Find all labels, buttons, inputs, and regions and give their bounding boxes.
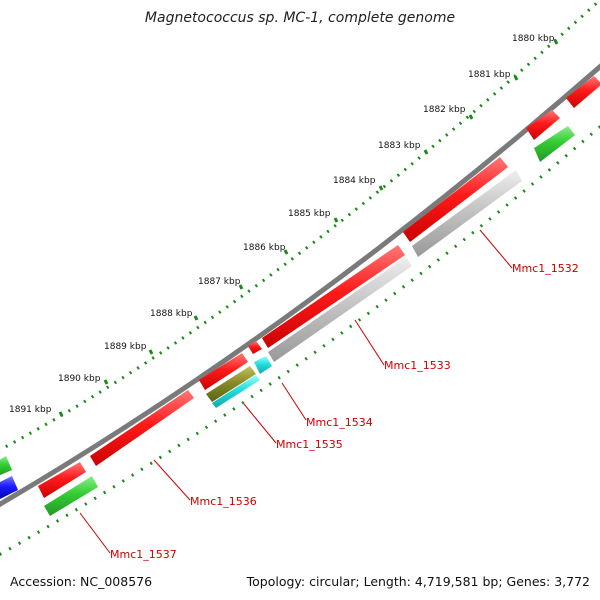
tick-label: 1883 kbp — [378, 141, 421, 151]
tick-label: 1882 kbp — [423, 105, 466, 115]
gene-feature[interactable] — [206, 366, 256, 402]
outer-scale-arc — [0, 0, 600, 452]
gene-feature[interactable] — [254, 356, 272, 374]
gene-feature[interactable] — [212, 375, 260, 408]
accession-text: Accession: NC_008576 — [10, 574, 153, 589]
gene-feature[interactable] — [199, 353, 248, 390]
gene-feature[interactable] — [262, 245, 405, 348]
gene-feature[interactable] — [38, 462, 86, 498]
tick-label: 1881 kbp — [468, 70, 511, 80]
tick-label: 1888 kbp — [150, 309, 193, 319]
tick-label: 1886 kbp — [243, 243, 286, 253]
gene-label-mmc1-1534[interactable]: Mmc1_1534 — [306, 416, 373, 429]
tick-label: 1880 kbp — [512, 34, 555, 44]
gene-feature[interactable] — [268, 257, 412, 362]
gene-feature[interactable] — [90, 390, 194, 466]
gene-feature[interactable] — [0, 476, 18, 500]
gene-label-mmc1-1537[interactable]: Mmc1_1537 — [110, 548, 177, 561]
gene-feature[interactable] — [412, 170, 522, 257]
gene-label-mmc1-1535[interactable]: Mmc1_1535 — [276, 438, 343, 451]
tick-label: 1889 kbp — [104, 342, 147, 352]
gene-feature[interactable] — [526, 110, 560, 140]
gene-feature[interactable] — [44, 476, 98, 516]
genome-backbone — [0, 63, 600, 508]
gene-feature[interactable] — [534, 126, 575, 162]
tick-label: 1887 kbp — [198, 277, 241, 287]
tick-label: 1885 kbp — [288, 209, 331, 219]
gene-feature[interactable] — [403, 157, 508, 242]
tick-label: 1891 kbp — [9, 405, 52, 415]
gene-label-mmc1-1532[interactable]: Mmc1_1532 — [512, 262, 579, 275]
gene-label-mmc1-1533[interactable]: Mmc1_1533 — [384, 359, 451, 372]
gene-label-mmc1-1536[interactable]: Mmc1_1536 — [190, 495, 257, 508]
tick-marks — [58, 39, 559, 417]
gene-feature[interactable] — [248, 341, 262, 354]
gene-feature[interactable] — [0, 456, 12, 476]
tick-label: 1890 kbp — [58, 374, 101, 384]
inner-scale-arc — [0, 124, 600, 557]
map-title: Magnetococcus sp. MC-1, complete genome — [144, 10, 456, 26]
gene-feature[interactable] — [566, 76, 600, 108]
genome-summary-text: Topology: circular; Length: 4,719,581 bp… — [246, 574, 590, 589]
label-leaders — [79, 229, 513, 554]
tick-label: 1884 kbp — [333, 176, 376, 186]
